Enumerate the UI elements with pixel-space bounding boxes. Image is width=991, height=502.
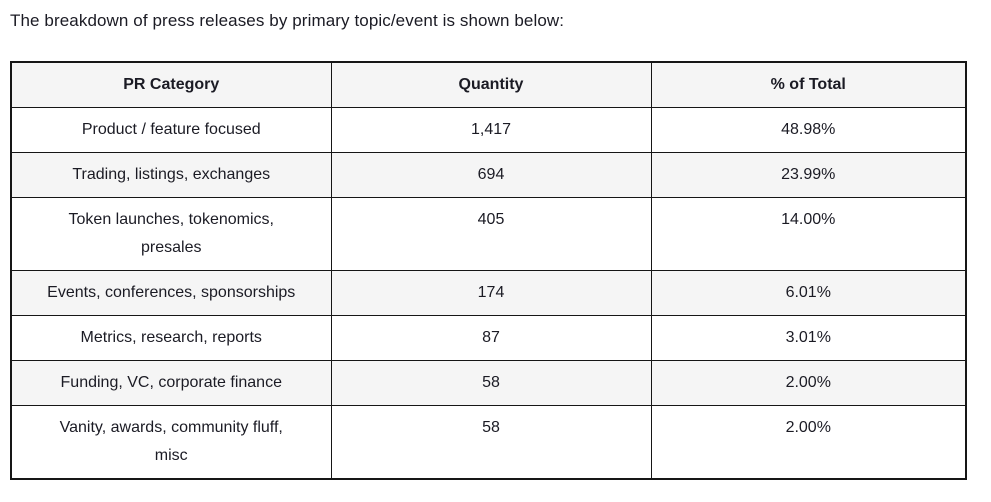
percent-cell: 14.00%: [650, 197, 967, 271]
category-cell: Vanity, awards, community fluff, misc: [10, 405, 332, 480]
column-header-quantity: Quantity: [330, 61, 652, 108]
category-cell: Trading, listings, exchanges: [10, 152, 332, 198]
press-release-table: PR Category Quantity % of Total Product …: [10, 61, 967, 480]
category-cell: Metrics, research, reports: [10, 315, 332, 361]
category-cell: Funding, VC, corporate finance: [10, 360, 332, 406]
quantity-cell: 1,417: [330, 107, 652, 153]
percent-cell: 23.99%: [650, 152, 967, 198]
percent-cell: 6.01%: [650, 270, 967, 316]
quantity-cell: 58: [330, 405, 652, 480]
table-row: Events, conferences, sponsorships 174 6.01…: [10, 270, 967, 316]
quantity-cell: 694: [330, 152, 652, 198]
percent-cell: 48.98%: [650, 107, 967, 153]
category-cell: Token launches, tokenomics, presales: [10, 197, 332, 271]
percent-cell: 2.00%: [650, 360, 967, 406]
column-header-percent-of-total: % of Total: [650, 61, 967, 108]
header-row: PR Category Quantity % of Total: [10, 61, 967, 108]
table-row: Trading, listings, exchanges 694 23.99%: [10, 152, 967, 198]
table-row: Token launches, tokenomics, presales 405 1…: [10, 197, 967, 271]
table-body: Product / feature focused 1,417 48.98% Trad…: [10, 107, 967, 480]
quantity-cell: 405: [330, 197, 652, 271]
page: The breakdown of press releases by prima…: [10, 11, 967, 480]
table-row: Vanity, awards, community fluff, misc 58 2…: [10, 405, 967, 480]
table-row: Funding, VC, corporate finance 58 2.00%: [10, 360, 967, 406]
table-header: PR Category Quantity % of Total: [10, 61, 967, 108]
quantity-cell: 174: [330, 270, 652, 316]
intro-text: The breakdown of press releases by prima…: [10, 11, 565, 30]
category-cell: Events, conferences, sponsorships: [10, 270, 332, 316]
percent-cell: 3.01%: [650, 315, 967, 361]
table-row: Product / feature focused 1,417 48.98%: [10, 107, 967, 153]
quantity-cell: 87: [330, 315, 652, 361]
column-header-pr-category: PR Category: [10, 61, 332, 108]
quantity-cell: 58: [330, 360, 652, 406]
percent-cell: 2.00%: [650, 405, 967, 480]
category-cell: Product / feature focused: [10, 107, 332, 153]
table-row: Metrics, research, reports 87 3.01%: [10, 315, 967, 361]
